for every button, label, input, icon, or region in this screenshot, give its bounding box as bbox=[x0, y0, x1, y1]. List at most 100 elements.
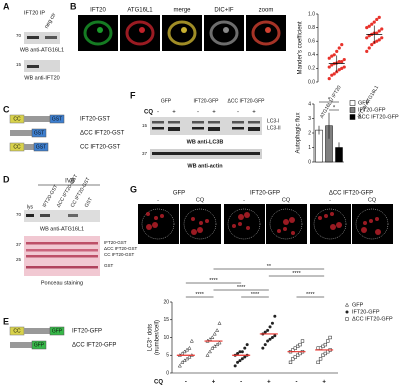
data-point bbox=[375, 31, 379, 35]
domain-box bbox=[31, 128, 47, 138]
significance: **** bbox=[251, 292, 260, 298]
band bbox=[248, 121, 260, 124]
domain: GST bbox=[36, 144, 46, 150]
cell-signal bbox=[97, 27, 103, 33]
cell-outline bbox=[269, 208, 303, 240]
data-point bbox=[300, 339, 305, 343]
band-label: CC IFT20-GST bbox=[104, 252, 135, 257]
legend-swatch bbox=[349, 114, 356, 120]
data-point bbox=[266, 339, 270, 343]
sample-label: GFP bbox=[173, 191, 185, 197]
band bbox=[26, 249, 98, 252]
data-point bbox=[273, 314, 277, 318]
data-point bbox=[370, 22, 374, 26]
condition: - bbox=[243, 197, 245, 203]
y-tick-label: 0 bbox=[308, 159, 311, 165]
data-point bbox=[270, 336, 274, 339]
data-point bbox=[273, 334, 277, 338]
cell-signal bbox=[154, 216, 158, 220]
data-point bbox=[240, 357, 244, 361]
band bbox=[26, 266, 98, 269]
band bbox=[208, 127, 220, 131]
cell-signal bbox=[238, 222, 242, 226]
band bbox=[168, 121, 180, 124]
data-point bbox=[335, 49, 339, 54]
band bbox=[26, 242, 98, 245]
band bbox=[192, 121, 204, 124]
data-point bbox=[263, 330, 267, 334]
sample-label: GFP bbox=[161, 98, 172, 104]
data-point bbox=[293, 355, 297, 359]
y-tick-label: 4 bbox=[308, 101, 311, 107]
cell-signal bbox=[324, 214, 328, 218]
band-label: LC3-I bbox=[267, 118, 279, 124]
condition: - bbox=[329, 197, 331, 203]
band bbox=[208, 121, 220, 124]
cell-signal bbox=[361, 227, 367, 233]
data-point bbox=[236, 360, 240, 364]
y-axis-label: Autophagic flux bbox=[296, 112, 302, 153]
lane-label: GST bbox=[84, 197, 94, 209]
data-point bbox=[316, 360, 320, 365]
sample-label: ΔCC IFT20-GFP bbox=[329, 191, 373, 197]
lane-header: IFT20 IP bbox=[24, 10, 45, 16]
y-tick-label: 0.0 bbox=[308, 79, 315, 85]
cell-signal bbox=[223, 27, 229, 33]
marker: 25 bbox=[16, 257, 22, 262]
sample-label: IFT20-GFP bbox=[193, 98, 219, 104]
data-point bbox=[177, 363, 182, 368]
data-point bbox=[337, 60, 341, 64]
y-axis-label: Mander's coefficient bbox=[298, 21, 304, 74]
data-point bbox=[372, 20, 376, 24]
cell-signal bbox=[265, 27, 271, 33]
cell-outline bbox=[227, 208, 261, 240]
band-label: LC3-II bbox=[267, 125, 281, 131]
cell-signal bbox=[152, 222, 158, 228]
data-point bbox=[340, 43, 344, 47]
data-point bbox=[323, 351, 328, 356]
data-point bbox=[261, 346, 265, 350]
cell-signal bbox=[375, 229, 381, 235]
construct-label: CC IFT20-GST bbox=[80, 145, 121, 151]
data-point bbox=[189, 338, 194, 343]
data-point bbox=[380, 36, 384, 40]
image-label: ATG16L1 bbox=[127, 8, 153, 14]
micrograph bbox=[138, 204, 179, 244]
band bbox=[68, 214, 78, 217]
data-point bbox=[367, 24, 371, 28]
cell-signal bbox=[375, 217, 379, 221]
data-point bbox=[215, 342, 220, 347]
data-point bbox=[210, 345, 215, 350]
y-tick-label: 0.2 bbox=[308, 66, 315, 72]
data-point bbox=[365, 36, 369, 40]
cell-signal bbox=[160, 214, 164, 218]
cell-signal bbox=[251, 20, 281, 46]
data-point bbox=[238, 359, 242, 363]
sample-label: IFT20-GFP bbox=[250, 191, 280, 197]
data-point bbox=[328, 335, 332, 340]
cell-signal bbox=[318, 216, 322, 220]
data-point bbox=[367, 34, 371, 38]
cell-signal bbox=[246, 226, 250, 230]
domain: CC bbox=[13, 144, 21, 150]
data-point bbox=[291, 357, 295, 361]
data-point bbox=[375, 17, 379, 22]
blot bbox=[24, 32, 60, 44]
sample-label: ΔCC IFT20-GFP bbox=[228, 98, 266, 104]
cell-signal bbox=[197, 227, 203, 233]
significance: **** bbox=[237, 285, 246, 291]
blot-label: WB anti-ATG16L1 bbox=[40, 226, 84, 232]
cell-signal bbox=[199, 221, 203, 225]
data-point bbox=[217, 340, 222, 345]
data-point bbox=[238, 350, 242, 354]
cell-signal bbox=[181, 27, 187, 33]
treatment-label: CQ bbox=[144, 110, 153, 116]
marker: 15 bbox=[16, 62, 22, 67]
cell-outline bbox=[183, 208, 217, 240]
condition: + bbox=[252, 110, 256, 116]
legend-label: ΔCC IFT20-GFP bbox=[352, 316, 393, 322]
data-point bbox=[342, 65, 346, 69]
band bbox=[168, 127, 180, 131]
data-point bbox=[268, 337, 272, 341]
data-point bbox=[323, 342, 328, 347]
